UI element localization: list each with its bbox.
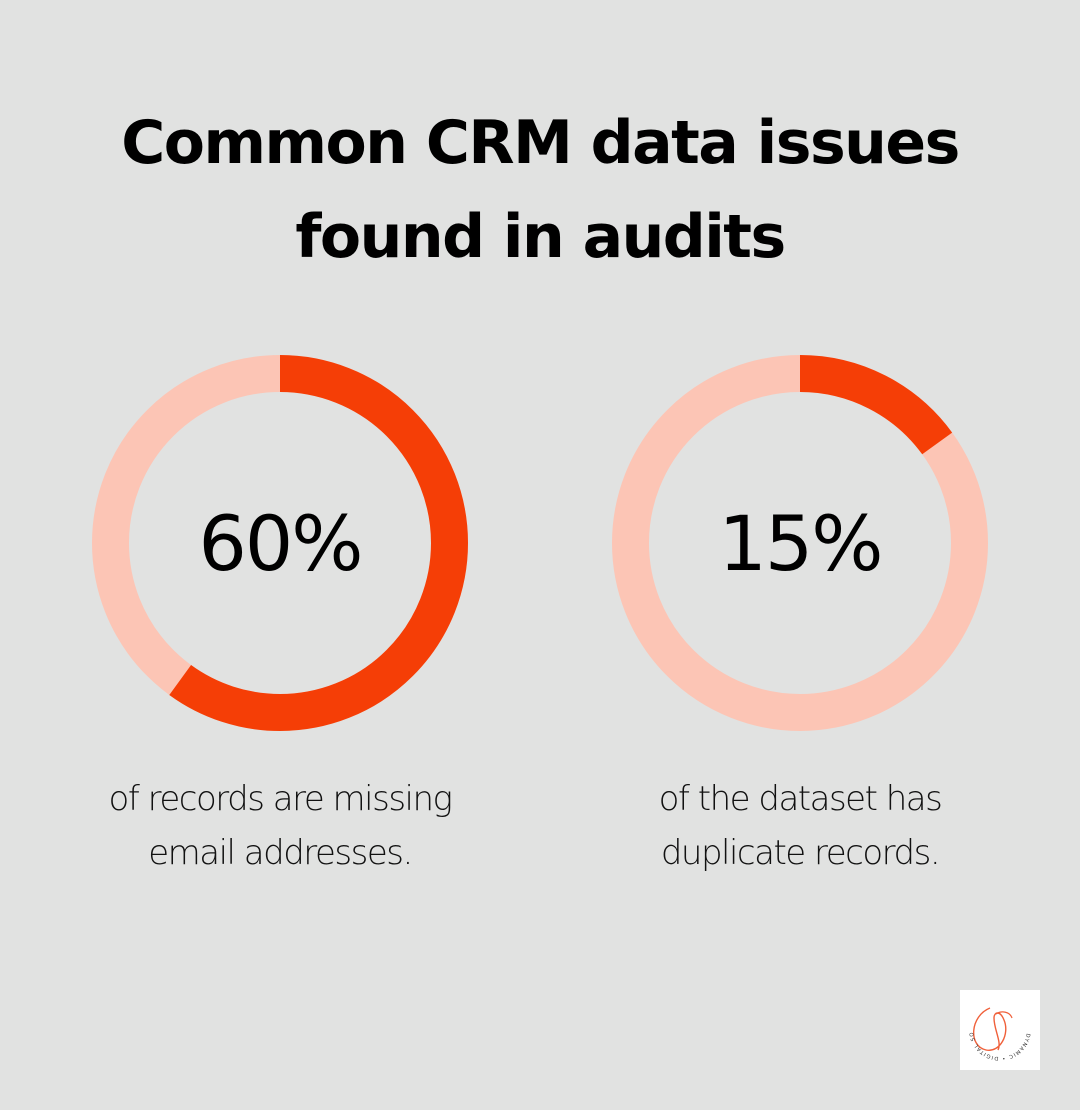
- caption-line-2: email addresses.: [148, 833, 413, 873]
- donut-value-arc: [92, 355, 468, 731]
- caption-line-1: of the dataset has: [658, 779, 943, 819]
- title-line-1: Common CRM data issues: [121, 108, 960, 178]
- caption-line-2: duplicate records.: [660, 833, 941, 873]
- page-title: Common CRM data issues found in audits: [0, 96, 1080, 284]
- title-line-2: found in audits: [295, 202, 786, 272]
- stat-value: 60%: [198, 498, 364, 588]
- stat-caption: of the dataset has duplicate records.: [580, 772, 1020, 880]
- donut-ring: [612, 355, 988, 731]
- donut-chart-duplicates: 15%: [610, 353, 990, 733]
- stat-value: 15%: [718, 498, 884, 588]
- caption-line-1: of records are missing: [108, 779, 453, 819]
- donut-value-arc: [612, 355, 988, 731]
- logo-swash: [972, 1007, 1007, 1051]
- stat-caption: of records are missing email addresses.: [60, 772, 500, 880]
- brand-logo: DYNAMIC • DIGITAL SOLUTIONS: [957, 986, 1040, 1070]
- donut-chart-missing-emails: 60%: [90, 353, 470, 733]
- logo-icon: DYNAMIC • DIGITAL SOLUTIONS: [957, 986, 1030, 1061]
- donut-ring: [92, 355, 468, 731]
